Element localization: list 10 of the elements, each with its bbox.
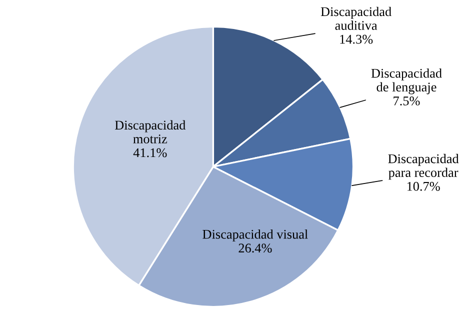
data-label: 7.5% [394, 96, 420, 106]
slice-label: Discapacidad de lenguaje [371, 68, 442, 94]
slice-label: Discapacidad para recordar [388, 154, 459, 180]
slice-label: Discapacidad motriz [114, 120, 186, 144]
data-label: 14.3% [340, 34, 373, 44]
slice-label: Discapacidad visual [202, 229, 308, 242]
slice-label: Discapacidad auditiva [320, 6, 392, 30]
data-label: 10.7% [407, 182, 440, 191]
data-label: 26.4% [238, 244, 272, 253]
data-label: 41.1% [133, 148, 167, 158]
